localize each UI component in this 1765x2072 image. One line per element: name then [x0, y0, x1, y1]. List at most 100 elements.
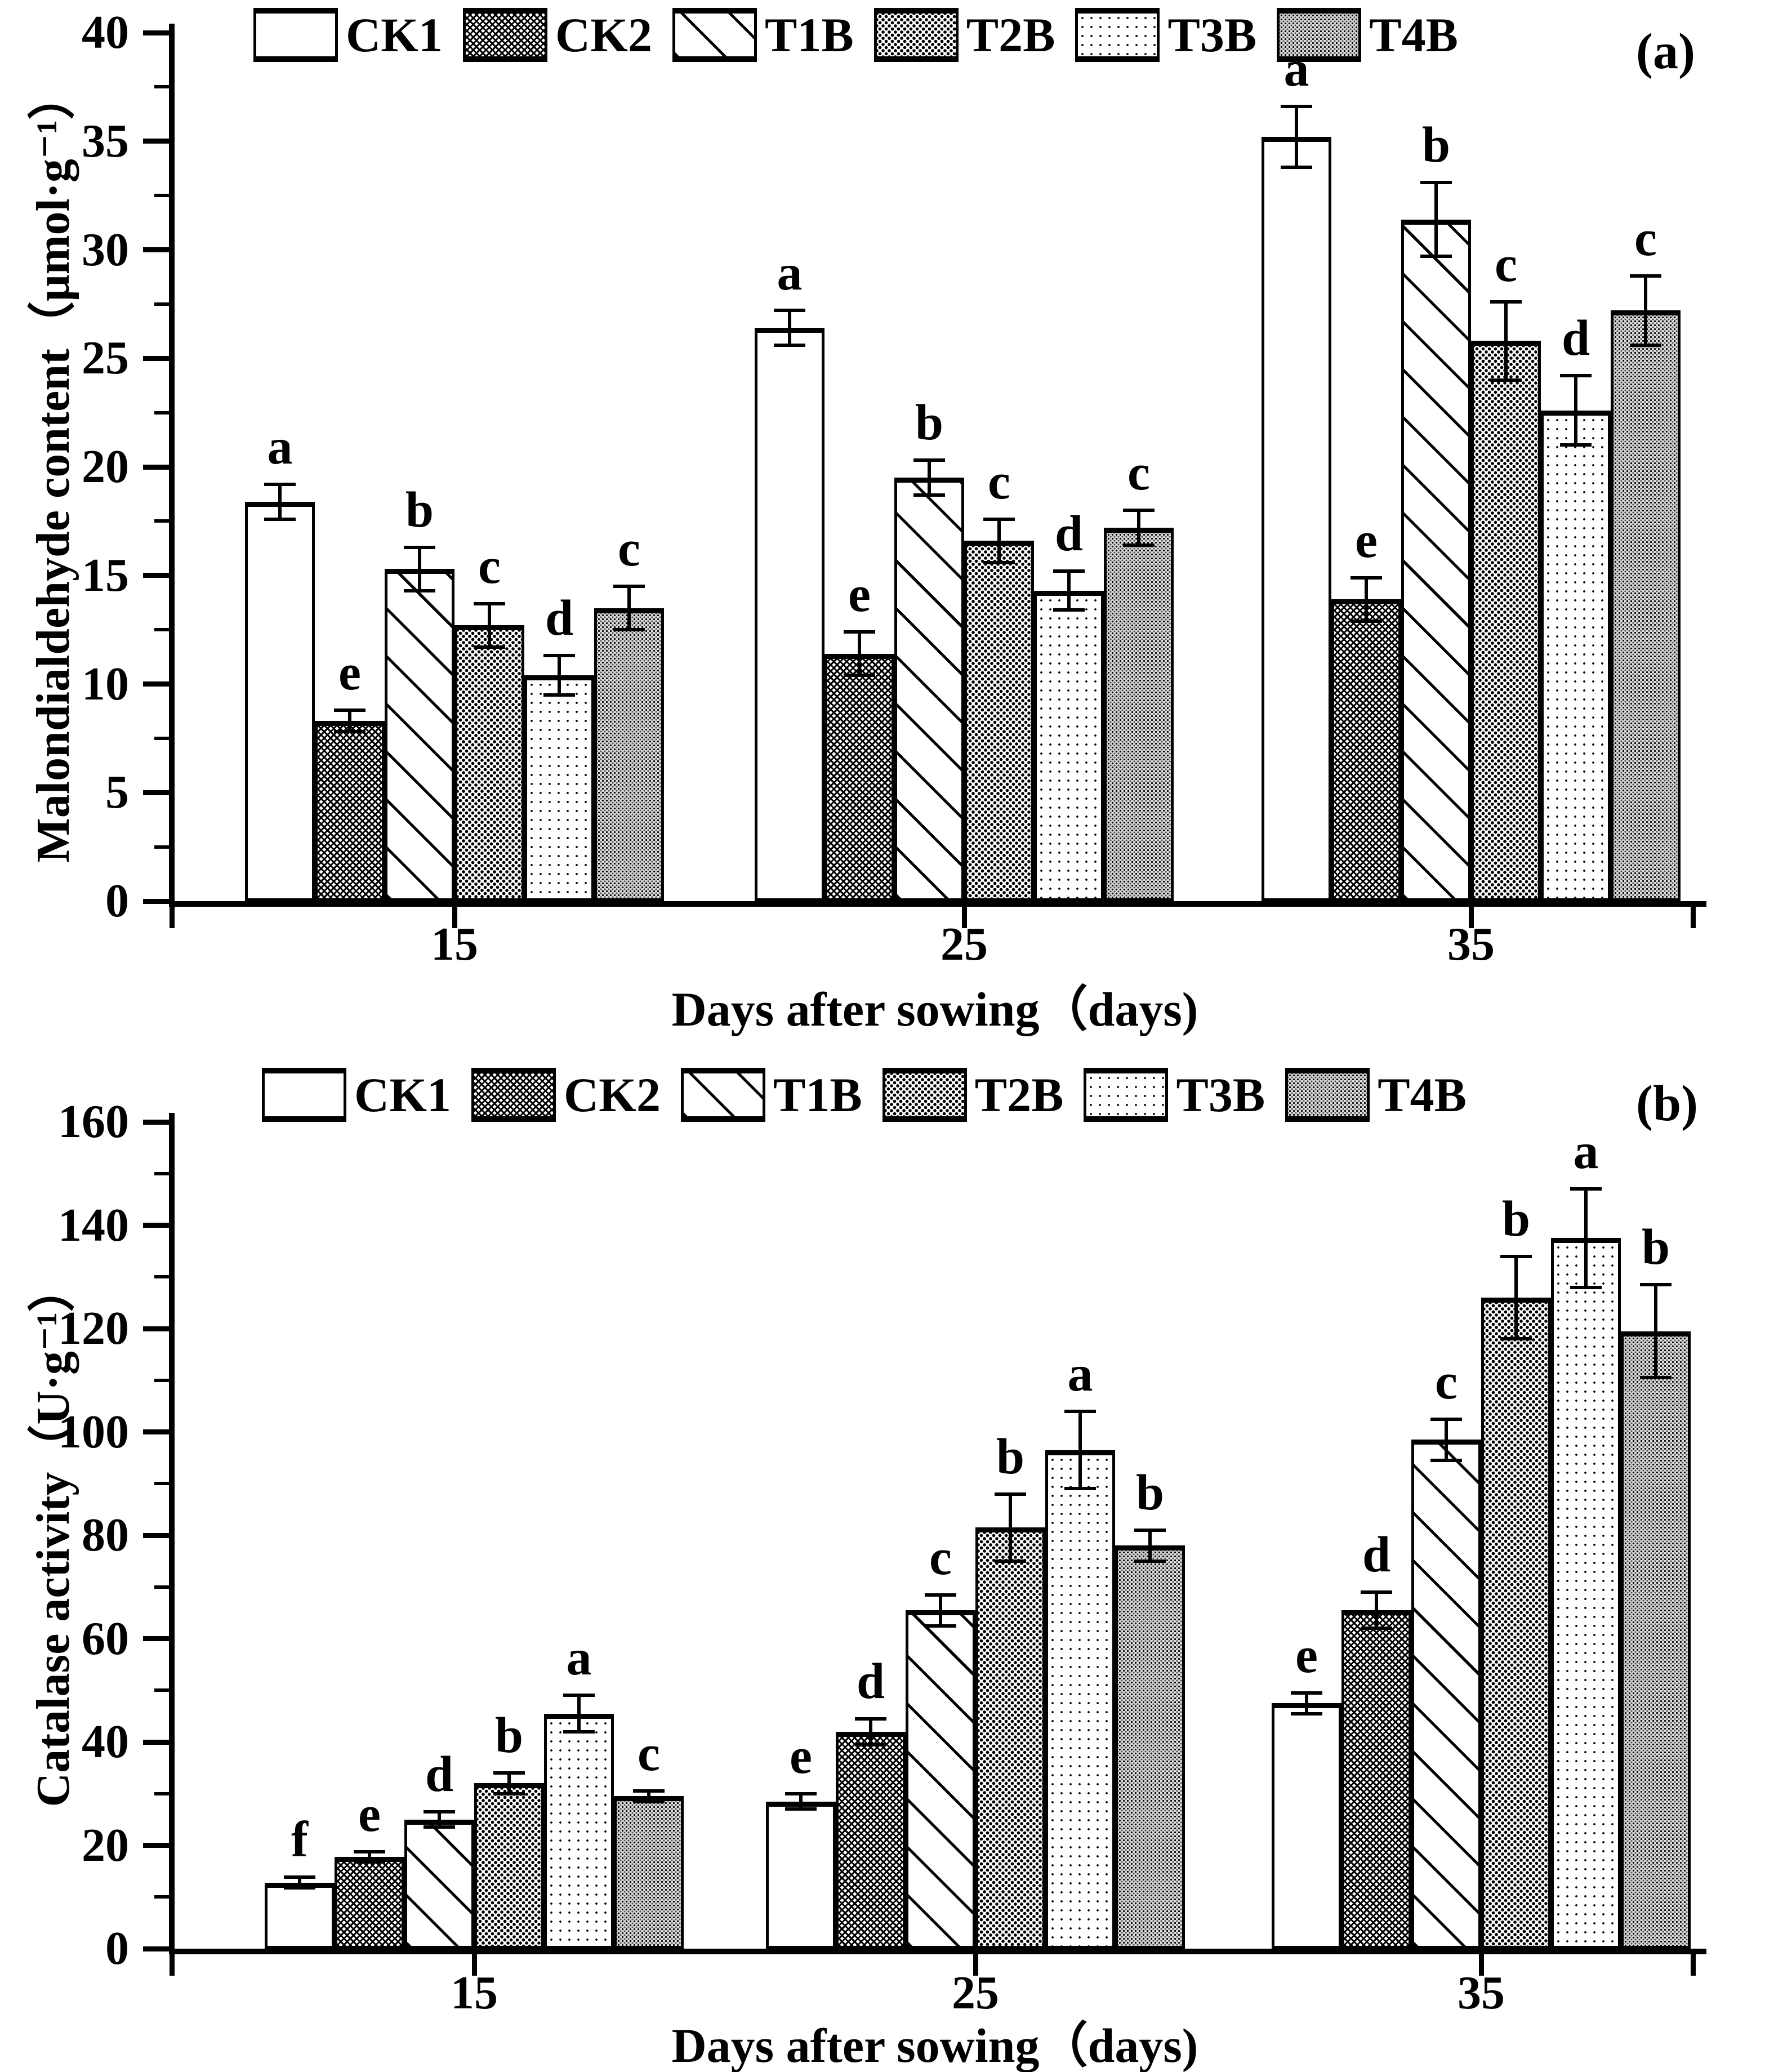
error-bar-cap-top	[1064, 1409, 1096, 1413]
y-tick-label: 20	[82, 440, 129, 493]
sig-letter: c	[1127, 445, 1150, 501]
bar-t1b-day15	[385, 569, 454, 901]
sig-letter: e	[358, 1786, 381, 1842]
y-tick	[154, 736, 169, 740]
bar-t4b-day35	[1621, 1331, 1691, 1949]
bar-t1b-day35	[1411, 1440, 1481, 1949]
legend-label-t1b: T1B	[773, 1068, 862, 1122]
legend-item-ck2: CK2	[471, 1068, 668, 1122]
y-tick	[143, 355, 169, 361]
error-bar-cap-top	[264, 482, 296, 486]
error-bar-cap-bottom	[1123, 543, 1155, 547]
bar-ck1-day15	[245, 501, 315, 901]
error-bar-cap-bottom	[1640, 1376, 1672, 1380]
y-tick	[143, 1119, 169, 1125]
x-tick-label: 25	[941, 918, 988, 970]
sig-letter: b	[405, 482, 434, 538]
error-bar-cap-top	[995, 1492, 1026, 1496]
x-tick	[472, 1954, 477, 1976]
y-axis-line	[169, 1113, 175, 1954]
error-bar-cap-top	[633, 1789, 665, 1793]
error-bar-cap-bottom	[493, 1792, 525, 1795]
error-bar-cap-bottom	[284, 1886, 315, 1890]
error-bar-cap-top	[1123, 509, 1155, 513]
error-bar-line	[1574, 376, 1577, 445]
error-bar-cap-bottom	[1361, 1627, 1392, 1630]
y-tick	[143, 1326, 169, 1331]
bar-t2b-day35	[1471, 341, 1541, 901]
bar-t2b-day15	[454, 625, 524, 901]
legend-swatch-t4b-icon	[1277, 8, 1362, 62]
y-tick-label: 160	[58, 1095, 129, 1148]
panel-label-b: (b)	[1636, 1076, 1698, 1131]
error-bar-line	[939, 1594, 942, 1626]
error-bar-line	[627, 586, 631, 630]
legend-item-t4b: T4B	[1285, 1068, 1474, 1122]
error-bar-line	[1434, 182, 1438, 257]
error-bar-cap-bottom	[613, 628, 645, 632]
x-tick	[170, 1954, 175, 1976]
y-tick	[154, 194, 169, 198]
y-tick	[154, 1688, 169, 1692]
error-bar-line	[438, 1811, 441, 1828]
legend-item-t3b: T3B	[1084, 1068, 1273, 1122]
error-bar-cap-bottom	[785, 1807, 817, 1811]
error-bar-cap-top	[424, 1810, 455, 1813]
sig-letter: c	[1634, 210, 1657, 266]
error-bar-cap-bottom	[474, 645, 505, 649]
error-bar-line	[647, 1791, 650, 1802]
bar-ck1-day25	[766, 1801, 836, 1949]
y-tick	[143, 1223, 169, 1228]
sig-letter: b	[1135, 1464, 1165, 1521]
error-bar-cap-bottom	[774, 344, 805, 347]
error-bar-line	[1375, 1592, 1378, 1629]
bar-ck2-day15	[315, 721, 385, 901]
y-tick-label: 0	[105, 1922, 129, 1975]
error-bar-cap-top	[785, 1792, 817, 1795]
bar-t1b-day15	[404, 1819, 474, 1949]
error-bar-cap-bottom	[543, 693, 575, 697]
error-bar-cap-top	[1281, 105, 1312, 109]
error-bar-cap-bottom	[1291, 1712, 1322, 1715]
y-tick-label: 10	[82, 657, 129, 710]
bar-ck1-day35	[1262, 137, 1331, 901]
error-bar-cap-top	[1490, 300, 1522, 304]
bar-t4b-day35	[1611, 310, 1681, 901]
legend-label-t3b: T3B	[1176, 1068, 1265, 1122]
error-bar-line	[507, 1773, 511, 1794]
legend-swatch-ck2-icon	[463, 8, 547, 62]
error-bar-cap-bottom	[1064, 1487, 1096, 1491]
y-tick	[154, 1895, 169, 1899]
sig-letter: b	[1641, 1219, 1670, 1275]
error-bar-cap-top	[1570, 1187, 1602, 1191]
sig-letter: c	[1435, 1353, 1458, 1410]
error-bar-cap-top	[774, 309, 805, 313]
error-bar-cap-bottom	[1570, 1285, 1602, 1289]
error-bar-cap-top	[474, 601, 505, 605]
y-tick	[143, 573, 169, 578]
error-bar-cap-bottom	[633, 1799, 665, 1803]
bar-ck2-day35	[1341, 1610, 1411, 1949]
error-bar-cap-top	[1420, 180, 1452, 184]
x-tick-label: 35	[1447, 918, 1495, 970]
legend-label-t2b: T2B	[974, 1068, 1064, 1122]
y-tick	[143, 1843, 169, 1848]
legend-swatch-ck1-icon	[253, 8, 338, 62]
y-tick	[143, 1946, 169, 1951]
sig-letter: c	[929, 1529, 952, 1585]
error-bar-line	[1078, 1411, 1082, 1489]
legend-swatch-t3b-icon	[1084, 1068, 1169, 1122]
y-tick-label: 35	[82, 114, 129, 167]
error-bar-cap-bottom	[264, 517, 296, 521]
error-bar-cap-top	[855, 1717, 886, 1721]
y-tick	[143, 464, 169, 470]
error-bar-cap-bottom	[1351, 619, 1382, 623]
sig-letter: a	[566, 1630, 592, 1686]
y-tick	[154, 411, 169, 415]
y-tick	[143, 30, 169, 35]
y-tick	[154, 1378, 169, 1382]
error-bar-cap-top	[1630, 274, 1661, 278]
sig-letter: a	[1573, 1124, 1599, 1180]
y-tick	[154, 628, 169, 632]
